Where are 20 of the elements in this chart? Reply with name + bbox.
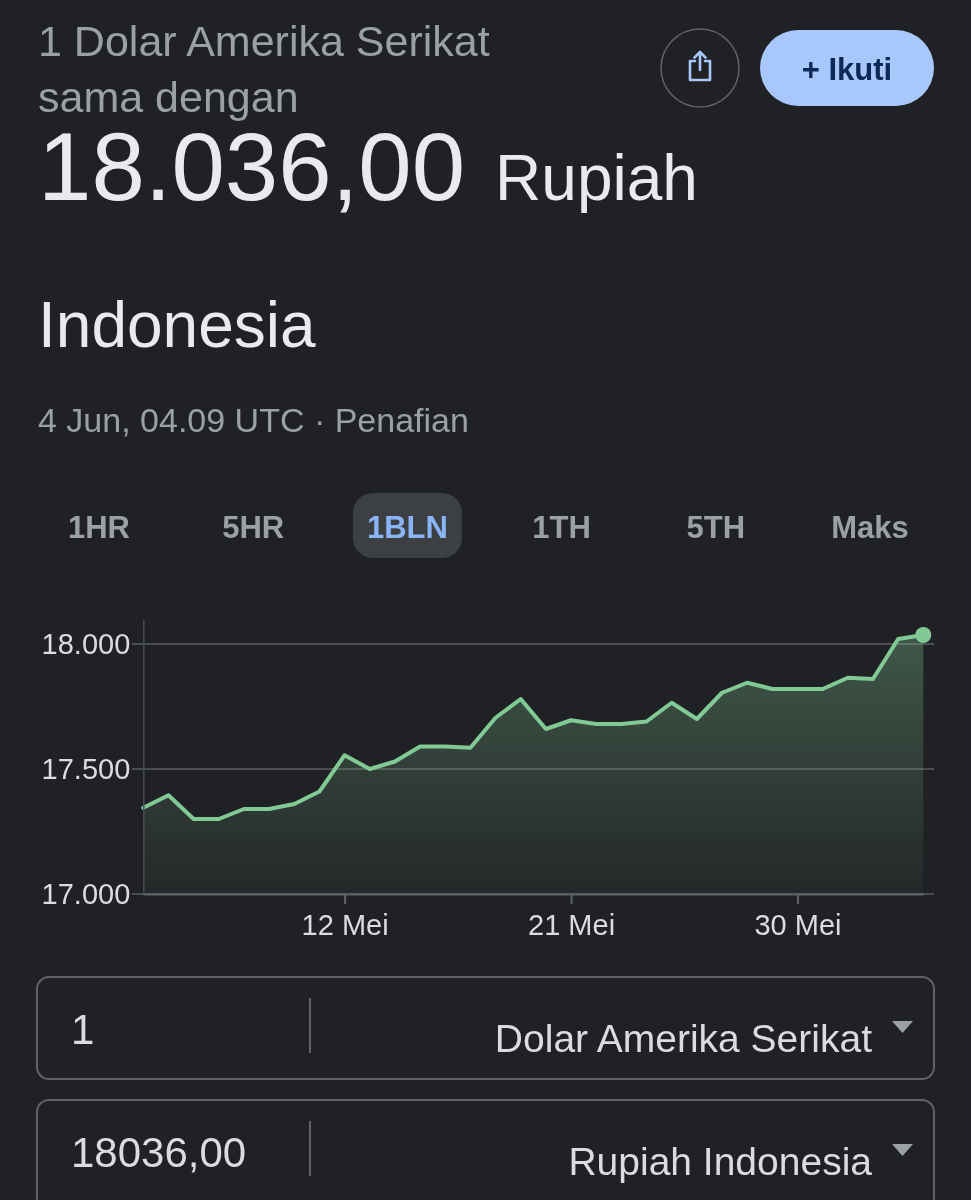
x-tick-label: 21 Mei [528,908,616,941]
y-tick-label: 17.500 [41,752,131,785]
text: 5HR [222,510,285,545]
text: 5TH [686,510,746,545]
text: Maks [831,510,909,545]
x-tick-label: 12 Mei [301,908,389,941]
text: Rupiah Indonesia [568,1140,873,1183]
y-tick-label: 17.000 [41,877,131,910]
text: 1BLN [366,510,448,545]
text: 1 [71,1006,95,1053]
text: Dolar Amerika Serikat [494,1017,873,1060]
x-tick-label: 30 Mei [754,908,842,941]
text: 1HR [67,510,131,545]
text: 1TH [532,510,591,545]
chart-subtitle: 4 Jun, 04.09 UTC · Penafian [38,401,469,439]
y-tick-label: 18.000 [41,627,131,660]
text: 18036,00 [71,1129,247,1176]
text: + Ikuti [801,52,893,87]
text: Indonesia [38,289,316,361]
text: Rupiah [495,142,698,214]
